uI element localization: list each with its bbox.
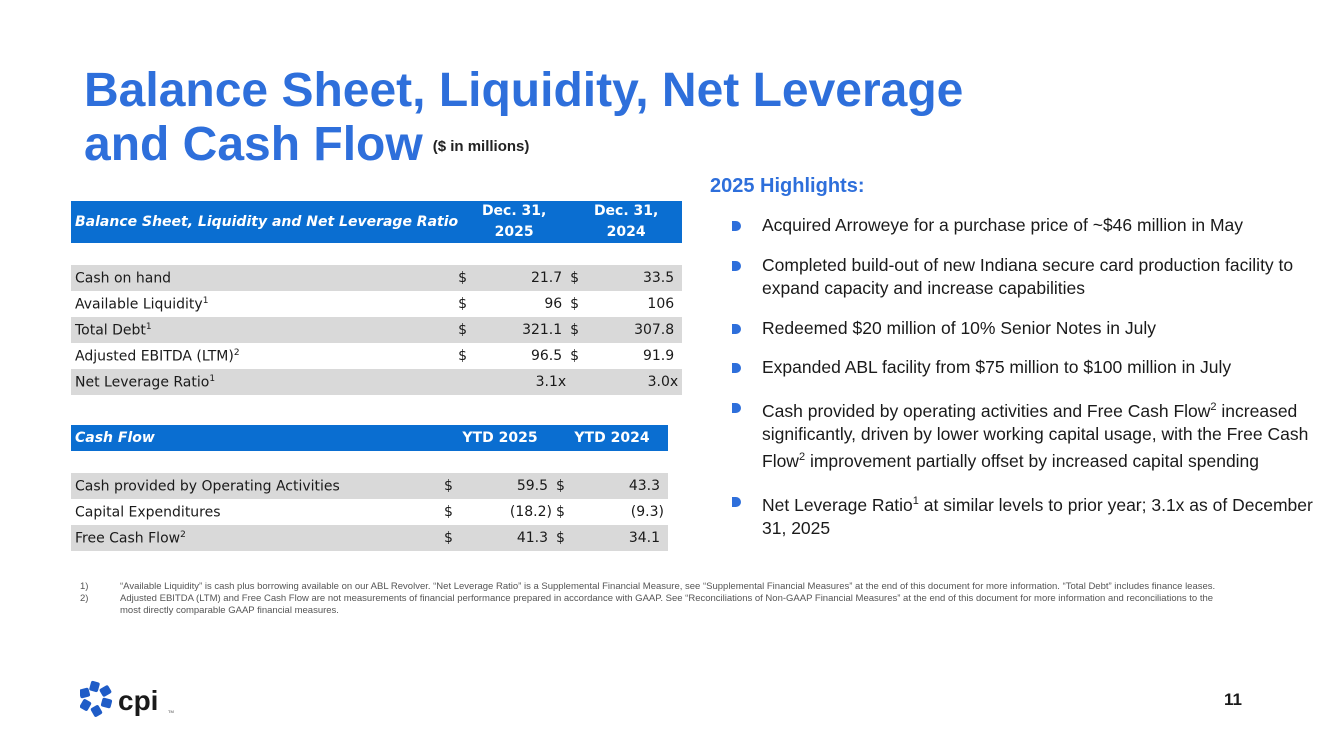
value-cell: 41.3 — [466, 525, 556, 551]
value-cell: 21.7 — [480, 265, 571, 291]
page-title: Balance Sheet, Liquidity, Net Leverage an… — [84, 64, 963, 174]
row-label: Available Liquidity1 — [71, 291, 459, 317]
spacer-row — [71, 451, 668, 473]
row-label: Cash provided by Operating Activities — [71, 473, 444, 499]
list-item: Redeemed $20 million of 10% Senior Notes… — [730, 317, 1315, 341]
footnote-text: Adjusted EBITDA (LTM) and Free Cash Flow… — [120, 593, 1214, 616]
column-header: YTD 2025 — [444, 425, 556, 451]
footnote: 1) “Available Liquidity” is cash plus bo… — [80, 581, 1230, 593]
highlights-title: 2025 Highlights: — [710, 175, 865, 197]
cpi-logo: cpi TM — [80, 680, 174, 717]
table-row: Capital Expenditures $ (18.2) $ (9.3) — [71, 499, 668, 525]
dollar-sign: $ — [444, 473, 466, 499]
value-cell: 34.1 — [578, 525, 668, 551]
value-cell: 96.5 — [480, 343, 571, 369]
dollar-sign: $ — [570, 265, 593, 291]
table-row: Cash on hand $ 21.7 $ 33.5 — [71, 265, 683, 291]
footnote: 2) Adjusted EBITDA (LTM) and Free Cash F… — [80, 593, 1230, 617]
dollar-sign: $ — [444, 499, 466, 525]
table-header: Balance Sheet, Liquidity and Net Leverag… — [71, 201, 683, 243]
cash-flow-table: Cash Flow YTD 2025 YTD 2024 Cash provide… — [71, 425, 668, 551]
dollar-sign — [570, 369, 593, 395]
dollar-sign: $ — [570, 317, 593, 343]
column-header: Dec. 31, 2025 — [458, 201, 571, 243]
highlights-list: Acquired Arroweye for a purchase price o… — [730, 214, 1315, 556]
value-cell: 3.1x — [480, 369, 571, 395]
bullet-icon — [732, 221, 741, 231]
footnotes: 1) “Available Liquidity” is cash plus bo… — [80, 581, 1230, 617]
page-number: 11 — [1224, 690, 1242, 709]
value-cell: 321.1 — [480, 317, 571, 343]
bullet-icon — [732, 323, 741, 334]
title-line-1: Balance Sheet, Liquidity, Net Leverage — [84, 64, 964, 117]
value-cell: 3.0x — [592, 369, 683, 395]
value-cell: 59.5 — [466, 473, 556, 499]
dollar-sign: $ — [556, 473, 578, 499]
table-row: Adjusted EBITDA (LTM)2 $ 96.5 $ 91.9 — [71, 343, 683, 369]
bullet-icon — [732, 496, 741, 507]
table-header-label: Balance Sheet, Liquidity and Net Leverag… — [71, 201, 459, 243]
list-item: Completed build-out of new Indiana secur… — [730, 254, 1315, 301]
dollar-sign: $ — [556, 499, 578, 525]
dollar-sign: $ — [570, 291, 593, 317]
value-cell: 91.9 — [592, 343, 683, 369]
unit-note: ($ in millions) — [432, 138, 530, 156]
list-item: Net Leverage Ratio1 at similar levels to… — [730, 490, 1315, 541]
value-cell: 43.3 — [578, 473, 668, 499]
dollar-sign: $ — [556, 525, 578, 551]
list-item: Expanded ABL facility from $75 million t… — [730, 356, 1315, 380]
table-row: Free Cash Flow2 $ 41.3 $ 34.1 — [71, 525, 668, 551]
value-cell: (18.2) — [466, 499, 556, 525]
column-header: Dec. 31, 2024 — [570, 201, 683, 243]
dollar-sign: $ — [458, 265, 481, 291]
value-cell: 96 — [480, 291, 571, 317]
dollar-sign — [458, 369, 481, 395]
bullet-icon — [732, 260, 741, 271]
table-row: Cash provided by Operating Activities $ … — [71, 473, 668, 499]
row-label: Total Debt1 — [71, 317, 459, 343]
bullet-icon — [732, 363, 741, 373]
title-line-2: and Cash Flow — [84, 118, 423, 171]
logo-mark-icon — [80, 680, 113, 717]
footnote-number: 2) — [80, 593, 89, 604]
list-item: Acquired Arroweye for a purchase price o… — [730, 214, 1315, 238]
value-cell: 106 — [592, 291, 683, 317]
column-header: YTD 2024 — [556, 425, 668, 451]
row-label: Cash on hand — [71, 265, 459, 291]
dollar-sign: $ — [570, 343, 593, 369]
logo-trademark: TM — [168, 709, 174, 714]
dollar-sign: $ — [458, 317, 481, 343]
value-cell: 307.8 — [592, 317, 683, 343]
table-row: Available Liquidity1 $ 96 $ 106 — [71, 291, 683, 317]
logo-text: cpi — [118, 685, 158, 716]
table-row: Net Leverage Ratio1 3.1x 3.0x — [71, 369, 683, 395]
footnote-text: “Available Liquidity” is cash plus borro… — [120, 581, 1216, 592]
dollar-sign: $ — [458, 291, 481, 317]
table-header-label: Cash Flow — [71, 425, 444, 451]
row-label: Adjusted EBITDA (LTM)2 — [71, 343, 459, 369]
row-label: Capital Expenditures — [71, 499, 444, 525]
dollar-sign: $ — [444, 525, 466, 551]
balance-sheet-table: Balance Sheet, Liquidity and Net Leverag… — [71, 201, 683, 395]
dollar-sign: $ — [458, 343, 481, 369]
value-cell: 33.5 — [592, 265, 683, 291]
list-item: Cash provided by operating activities an… — [730, 396, 1315, 474]
row-label: Net Leverage Ratio1 — [71, 369, 459, 395]
table-row: Total Debt1 $ 321.1 $ 307.8 — [71, 317, 683, 343]
value-cell: (9.3) — [578, 499, 668, 525]
spacer-row — [71, 243, 683, 265]
row-label: Free Cash Flow2 — [71, 525, 444, 551]
bullet-icon — [732, 402, 741, 413]
footnote-number: 1) — [80, 581, 89, 592]
table-header: Cash Flow YTD 2025 YTD 2024 — [71, 425, 668, 451]
